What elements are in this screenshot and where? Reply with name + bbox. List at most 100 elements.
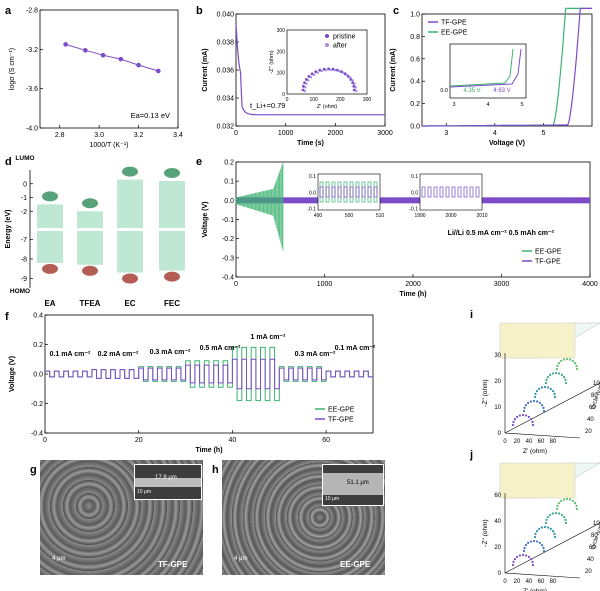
panel-j-spectrum-point <box>553 535 557 539</box>
panel-e-inset-TF-cycle <box>337 186 342 198</box>
panel-e-inset-TF-cycle <box>343 186 348 198</box>
panel-j-spectrum-point <box>549 513 552 517</box>
panel-b-y-tick-label: 0.038 <box>216 40 234 47</box>
panel-d-bar-break <box>77 228 103 231</box>
panel-e-inset-xtick: 2000 <box>445 213 456 219</box>
panel-j-spectrum-point <box>560 499 563 503</box>
panel-j-z-tick: 100 <box>593 521 600 527</box>
panel-i-spectrum-point <box>538 387 541 391</box>
panel-e-inset-TF-cycle <box>421 186 426 198</box>
panel-b-inset-point-pristine <box>303 81 306 85</box>
panel-i-spectrum-point <box>554 371 558 375</box>
panel-j-spectrum-point <box>568 498 572 501</box>
panel-j-spectrum-point <box>538 541 541 545</box>
panel-i-spectrum-point <box>557 362 561 365</box>
panel-b-xlabel: Time (s) <box>297 140 324 147</box>
panel-e-inset-TF-cycle <box>355 186 360 198</box>
panel-e-inset-ytick: 0.1 <box>309 174 316 180</box>
sem-image-h: 51.1 μm 10 μm 4 μm EE-GPE <box>222 460 385 575</box>
panel-e-inset-TF-cycle <box>367 186 372 198</box>
panel-j-spectrum-point <box>542 549 546 553</box>
panel-j-x-tick: 0 <box>503 579 507 585</box>
panel-e-inset-TF-cycle <box>325 186 330 198</box>
panel-i-spectrum-point <box>556 364 559 368</box>
panel-letter-i: i <box>470 309 473 321</box>
panel-c-y-tick-label: 0.8 <box>410 34 420 41</box>
panel-j-spectrum-point <box>564 521 568 525</box>
panel-d-bar-break <box>117 228 143 231</box>
panel-b-inset-point-after <box>320 69 324 73</box>
panel-a-y-tick-label: -2.8 <box>26 8 38 15</box>
panel-j-spectrum-point <box>529 558 533 561</box>
panel-b-inset-xtick: 100 <box>309 97 318 103</box>
panel-d-bar-break <box>159 228 185 231</box>
panel-c-legend-TF: TF-GPE <box>441 20 467 27</box>
panel-d-category-FEC: FEC <box>164 299 180 308</box>
panel-letter-f: f <box>5 311 9 323</box>
panel-e-inset-TF-cycle <box>319 186 324 198</box>
panel-b-inset-point-after <box>338 69 341 73</box>
panel-j-spectrum-point <box>549 527 552 531</box>
panel-i-z-tick: 20 <box>585 429 592 435</box>
panel-b-inset-point-pristine <box>314 70 318 74</box>
panel-d-homo-orbital <box>122 273 138 284</box>
panel-e-TF-band <box>236 197 590 204</box>
panel-e-inset-TF-cycle <box>445 186 450 198</box>
panel-b-inset-point-after <box>351 79 354 82</box>
panel-j-spectrum-point <box>551 530 555 533</box>
panel-f-x-tick-label: 0 <box>43 437 47 444</box>
panel-j-spectrum-point <box>540 544 544 547</box>
panel-i-y-tick: 10 <box>494 405 501 411</box>
panel-b-inset-point-after <box>349 76 352 79</box>
panel-i-spectrum-point <box>553 395 557 399</box>
panel-c-inset-xtick: 3 <box>452 102 455 108</box>
panel-i-z-tick: 80 <box>591 393 598 399</box>
panel-c-y-tick-label: 1.0 <box>410 12 420 19</box>
panel-f-legend-TF: TF-GPE <box>328 417 354 424</box>
panel-b-x-tick-label: 1000 <box>278 130 294 137</box>
panel-d-category-EA: EA <box>44 299 55 308</box>
panel-b-inset-point-pristine <box>340 70 343 74</box>
panel-e-inset-ytick: -0.1 <box>307 207 316 213</box>
panel-i-spectrum-point <box>531 423 535 427</box>
panel-e-inset-xtick: 500 <box>345 213 354 219</box>
panel-b-inset-point-after <box>354 86 358 89</box>
panel-i-spectrum-point <box>540 404 544 407</box>
panel-letter-c: c <box>393 5 399 17</box>
panel-f-y-tick-label: -0.4 <box>31 431 43 438</box>
panel-d-homo-label: HOMO <box>10 288 30 295</box>
panel-j-spectrum-point <box>531 563 535 567</box>
panel-i-spectrum-point <box>538 401 541 405</box>
panel-b-inset-point-after <box>329 68 332 72</box>
panel-j-spectrum-point <box>542 546 545 550</box>
panel-b-inset-point-after <box>305 82 308 85</box>
panel-i-spectrum-point <box>573 362 577 365</box>
panel-b-y-tick-label: 0.032 <box>216 124 234 131</box>
panel-e-inset-frame <box>419 173 483 211</box>
panel-c-inset-EE <box>449 48 514 87</box>
panel-j-spectrum-point <box>534 532 537 536</box>
panel-e-xlabel: Time (h) <box>399 291 426 298</box>
panel-i-spectrum-point <box>553 392 556 396</box>
panel-f-y-tick-label: 0.4 <box>33 313 43 320</box>
panel-e-inset-TF-cycle <box>457 186 462 198</box>
panel-e-inset-TF-cycle <box>373 186 378 198</box>
panel-f-rate-label: 1 mA cm⁻² <box>251 334 287 341</box>
panel-j-x-tick: 20 <box>514 579 521 585</box>
panel-j-spectrum-point <box>557 502 561 505</box>
panel-j-x-axis <box>504 522 600 574</box>
panel-d-y-tick-label: -8 <box>21 257 27 264</box>
panel-i-x-tick: 20 <box>514 439 521 445</box>
panel-j-xlabel: Z' (ohm) <box>523 588 547 591</box>
panel-e-inset-ytick: 0.1 <box>411 174 418 180</box>
panel-j-spectrum-point <box>535 540 539 543</box>
panel-j-spectrum-point <box>518 554 522 557</box>
panel-i-spectrum-point <box>546 386 550 389</box>
panel-i-spectrum-point <box>521 413 525 417</box>
panel-f-rate-label: 0.3 mA cm⁻² <box>295 351 336 358</box>
panel-c-y-tick-label: 0.2 <box>410 101 420 108</box>
panel-i-spectrum-point <box>513 418 517 421</box>
panel-b-inset-point-after <box>345 73 349 77</box>
panel-a-x-tick-label: 3.2 <box>134 132 144 139</box>
panel-i-y-tick: 20 <box>494 379 501 385</box>
